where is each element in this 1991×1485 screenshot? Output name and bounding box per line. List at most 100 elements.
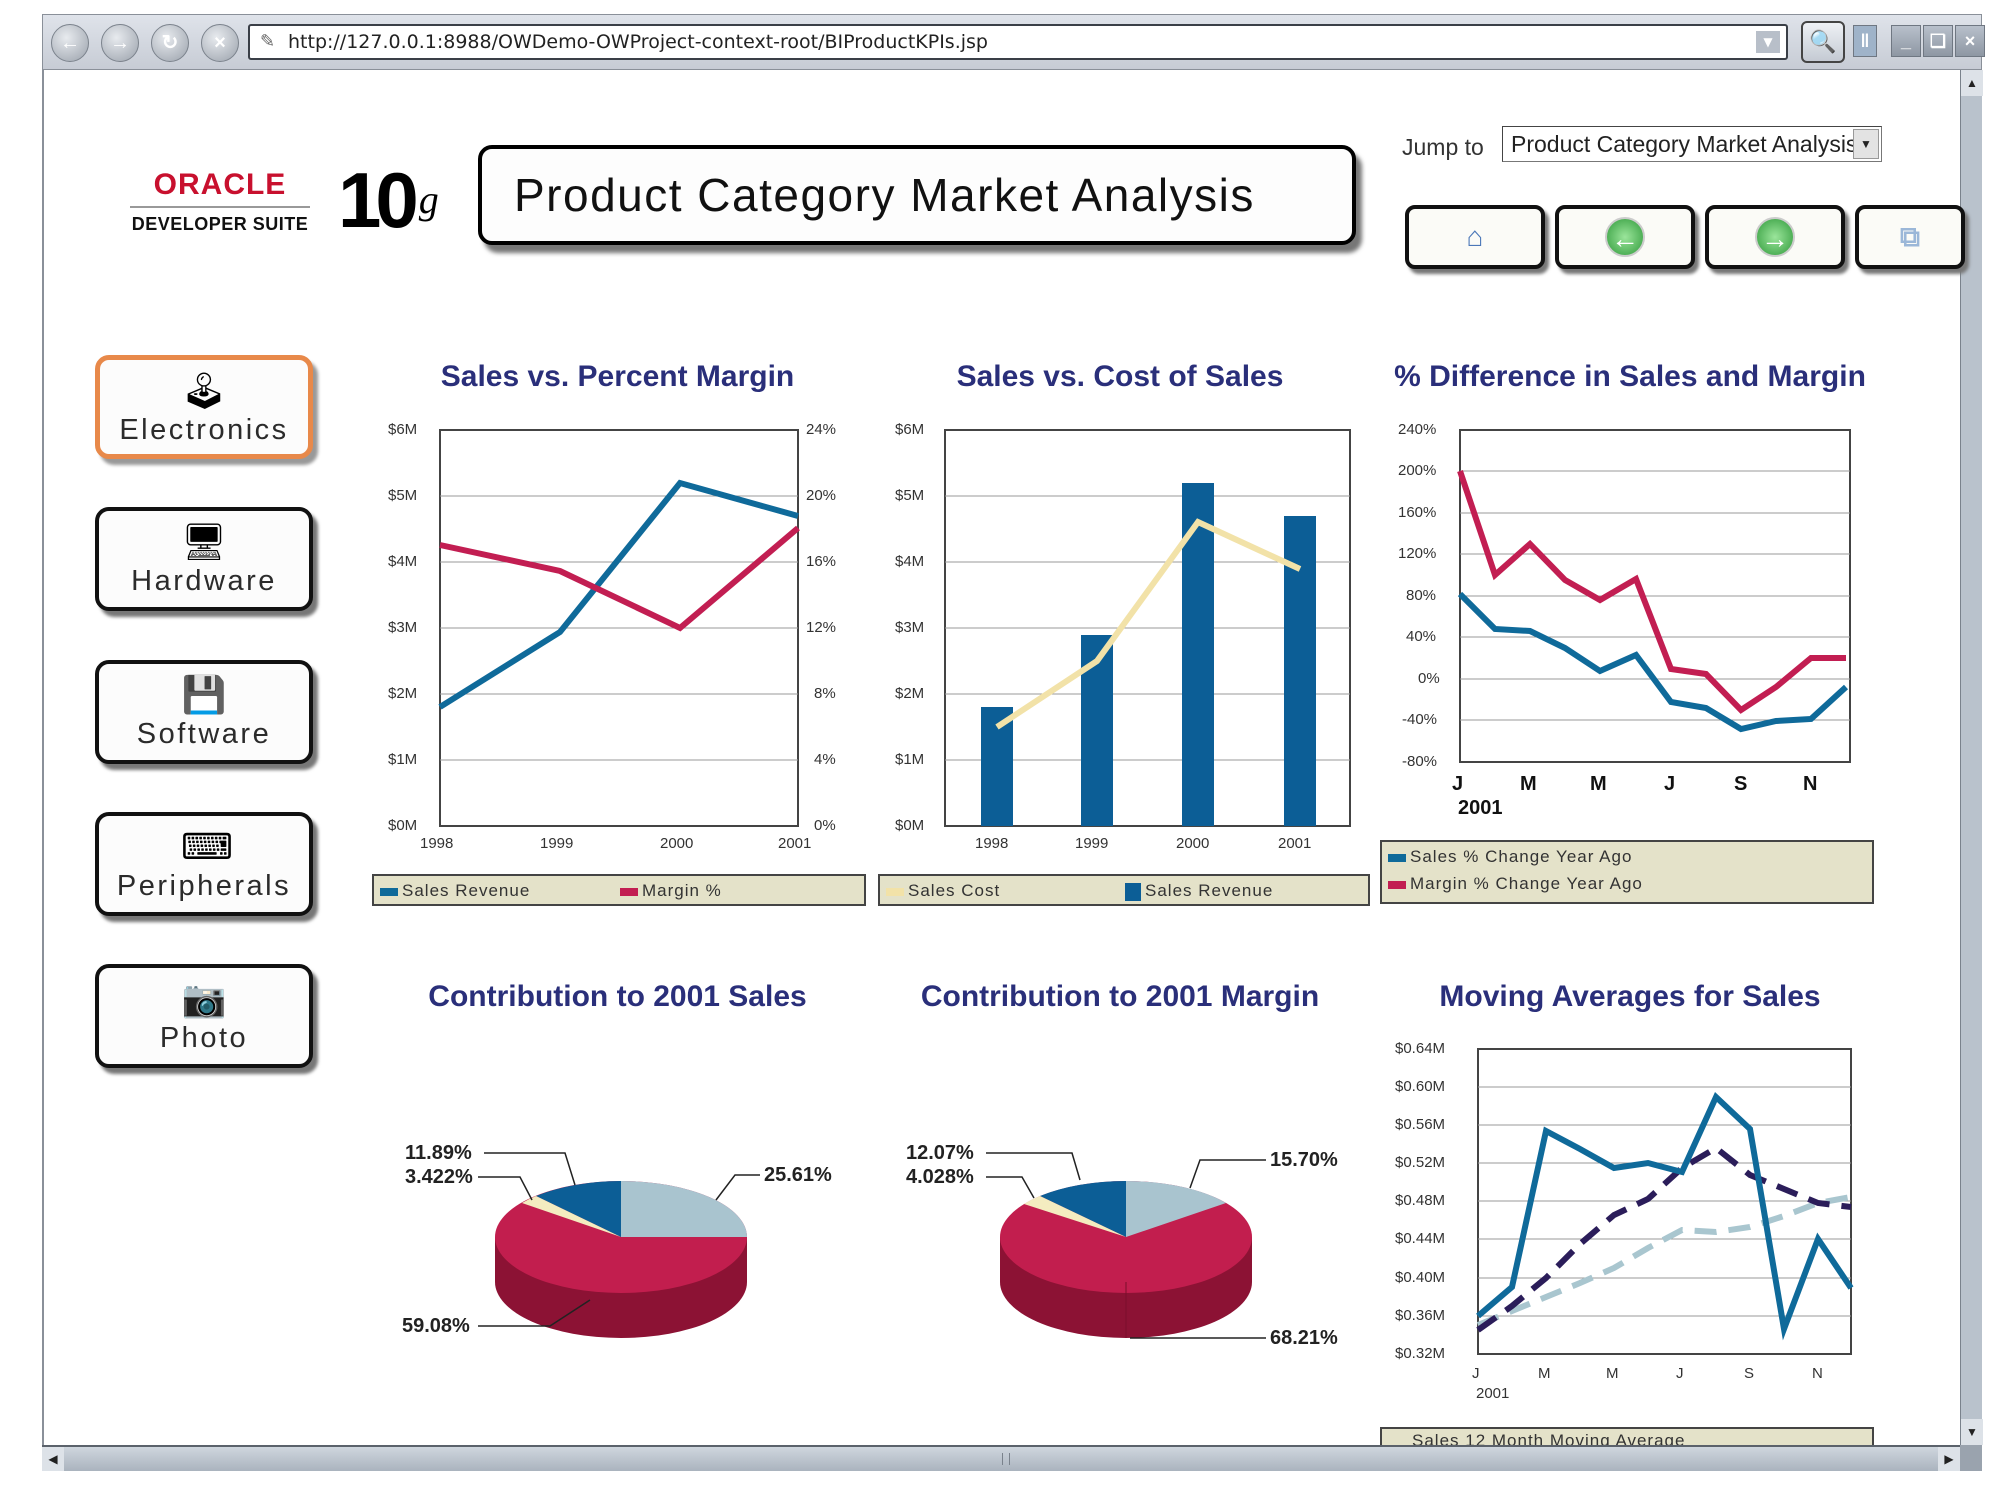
jump-to-value: Product Category Market Analysis [1511,131,1858,157]
bookmark-icon[interactable]: ‖ [1853,25,1877,57]
keyboard-mouse-icon: ⌨ [181,826,233,867]
brand-name: ORACLE [130,168,310,208]
vertical-scrollbar[interactable]: ▲ ▼ [1960,70,1983,1445]
pie-label: 11.89% [405,1142,472,1164]
y-tick: 80% [1406,587,1437,604]
sidebar-item-peripherals[interactable]: ⌨ Peripherals [95,812,313,916]
y-tick: $4M [388,553,418,570]
legend-item: Sales 12 Month Moving Average [1412,1431,1685,1445]
y-tick: 0% [1418,670,1440,687]
y2-tick: 24% [806,421,837,438]
x-tick: M [1606,1365,1619,1382]
legend-item: Sales % Change Year Ago [1388,847,1632,867]
y-tick: -40% [1402,711,1438,728]
search-button[interactable]: 🔍 [1801,21,1845,63]
x-tick: S [1744,1365,1755,1382]
x-tick: M [1590,773,1607,795]
close-button[interactable]: × [1955,25,1985,57]
url-field[interactable]: ✎ http://127.0.0.1:8988/OWDemo-OWProject… [248,24,1788,60]
jump-to-select[interactable]: Product Category Market Analysis ▼ [1502,126,1882,162]
y-tick: -80% [1402,753,1438,770]
y-tick: $0.48M [1395,1192,1446,1209]
pie-label: 4.028% [906,1166,974,1188]
url-dropdown-icon[interactable]: ▼ [1756,31,1780,53]
pie-label: 25.61% [764,1164,832,1186]
version-suffix: g [418,177,439,222]
y-tick: 160% [1398,504,1437,521]
x-year: 2001 [1476,1385,1510,1402]
x-tick: J [1472,1365,1480,1382]
computer-tower-icon: 🖥 [181,521,227,562]
x-tick: 2000 [660,835,694,852]
copy-button[interactable]: ⧉ [1855,205,1965,269]
forward-icon[interactable]: → [101,24,139,62]
version-logo: 10 g [338,160,439,240]
scroll-right-icon[interactable]: ▶ [1938,1447,1960,1471]
x-tick: 1999 [1075,835,1109,852]
y-tick: $0.44M [1395,1230,1446,1247]
pie-label: 15.70% [1270,1149,1338,1171]
chevron-down-icon[interactable]: ▼ [1853,129,1879,159]
pie-label: 3.422% [405,1166,473,1188]
y-tick: $0M [388,817,418,834]
x-tick: N [1803,773,1818,795]
chart-title-contribution-sales: Contribution to 2001 Sales [428,980,807,1013]
x-tick: S [1734,773,1748,795]
y-tick: $4M [895,553,925,570]
x-tick: J [1664,773,1676,795]
scroll-left-icon[interactable]: ◀ [42,1447,64,1471]
y-tick: 240% [1398,421,1437,438]
x-tick: J [1452,773,1464,795]
scroll-down-icon[interactable]: ▼ [1961,1419,1983,1445]
joystick-icon: 🕹 [181,370,227,411]
chart-title-contribution-margin: Contribution to 2001 Margin [920,980,1320,1013]
sidebar-item-label: Peripherals [116,870,292,902]
chart-title-sales-vs-margin: Sales vs. Percent Margin [440,360,795,393]
previous-button[interactable]: ← [1555,205,1695,269]
pie-label: 12.07% [906,1142,974,1164]
back-icon[interactable]: ← [51,24,89,62]
legend-label: Sales Cost [908,881,1001,900]
sidebar-item-software[interactable]: 💾 Software [95,660,313,764]
reload-icon[interactable]: ↻ [151,24,189,62]
stop-icon[interactable]: × [201,24,239,62]
url-text: http://127.0.0.1:8988/OWDemo-OWProject-c… [288,31,988,53]
sidebar-item-label: Software [136,718,272,750]
scroll-grip[interactable] [1002,1453,1010,1465]
y2-tick: 0% [814,817,836,834]
next-button[interactable]: → [1705,205,1845,269]
arrow-left-icon: ← [1605,217,1645,257]
horizontal-scrollbar[interactable]: ◀ ▶ [42,1445,1960,1471]
y2-tick: 4% [814,751,836,768]
version-number: 10 [338,156,419,244]
scroll-up-icon[interactable]: ▲ [1961,70,1983,96]
legend-item: Margin % Change Year Ago [1388,874,1643,894]
sidebar-item-hardware[interactable]: 🖥 Hardware [95,507,313,611]
home-button[interactable]: ⌂ [1405,205,1545,269]
legend-item: Sales Revenue [380,881,530,901]
y2-tick: 12% [806,619,837,636]
y-tick: $5M [388,487,418,504]
minimize-button[interactable]: _ [1891,25,1921,57]
legend-label: Sales % Change Year Ago [1410,847,1633,866]
x-tick: M [1520,773,1537,795]
y-tick: 120% [1398,545,1437,562]
arrow-right-icon: → [1755,217,1795,257]
legend-swatch [380,887,398,896]
software-disk-icon: 💾 [181,674,227,715]
sidebar-item-label: Electronics [119,414,289,446]
legend-label: Sales Revenue [402,881,531,900]
y-tick: $2M [388,685,418,702]
sidebar-item-electronics[interactable]: 🕹 Electronics [95,355,313,459]
chart-title-pct-difference: % Difference in Sales and Margin [1394,360,1866,393]
sidebar-item-photo[interactable]: 📷 Photo [95,964,313,1068]
y-tick: $0.64M [1395,1040,1446,1057]
legend-item: Margin % [620,881,722,901]
x-year: 2001 [1458,797,1503,819]
restore-button[interactable]: ❏ [1923,25,1953,57]
brand-subtitle: DEVELOPER SUITE [131,214,309,234]
